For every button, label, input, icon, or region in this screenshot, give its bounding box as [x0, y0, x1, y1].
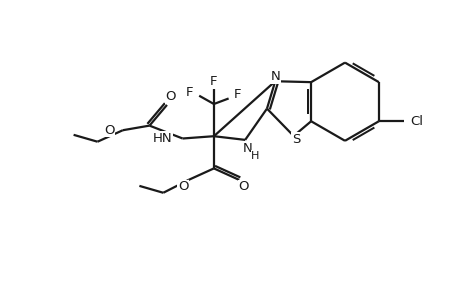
- Text: F: F: [186, 85, 193, 98]
- Text: S: S: [291, 133, 299, 146]
- Text: N: N: [242, 142, 252, 155]
- Text: N: N: [270, 70, 280, 83]
- Text: F: F: [210, 75, 217, 88]
- Text: HN: HN: [152, 132, 172, 145]
- Text: Cl: Cl: [409, 115, 422, 128]
- Text: O: O: [178, 180, 188, 193]
- Text: O: O: [238, 180, 248, 193]
- Text: H: H: [251, 151, 259, 161]
- Text: O: O: [104, 124, 114, 137]
- Text: O: O: [165, 90, 175, 103]
- Text: F: F: [234, 88, 241, 101]
